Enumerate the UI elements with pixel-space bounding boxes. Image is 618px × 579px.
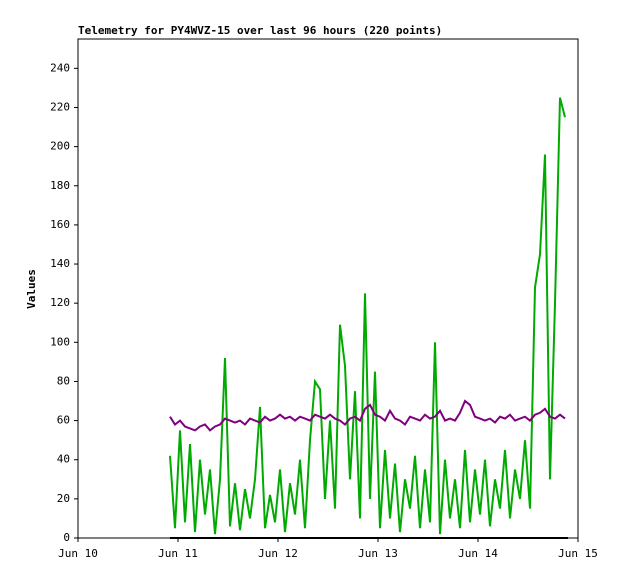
y-tick-label: 60: [57, 414, 70, 427]
y-tick-label: 220: [50, 100, 70, 113]
y-tick-label: 40: [57, 453, 70, 466]
x-tick-label: Jun 13: [358, 547, 398, 560]
y-tick-label: 200: [50, 140, 70, 153]
y-tick-label: 100: [50, 335, 70, 348]
y-tick-label: 20: [57, 492, 70, 505]
x-tick-label: Jun 14: [458, 547, 498, 560]
x-tick-label: Jun 10: [58, 547, 98, 560]
y-tick-label: 140: [50, 257, 70, 270]
y-tick-label: 240: [50, 61, 70, 74]
x-tick-label: Jun 11: [158, 547, 198, 560]
y-tick-label: 180: [50, 179, 70, 192]
data-line: [169, 399, 566, 432]
y-tick-label: 120: [50, 296, 70, 309]
x-tick-label: Jun 15: [558, 547, 598, 560]
y-tick-label: 160: [50, 218, 70, 231]
y-axis-label: Values: [25, 269, 38, 309]
x-tick-label: Jun 12: [258, 547, 298, 560]
y-tick-label: 0: [63, 531, 70, 544]
chart-title: Telemetry for PY4WVZ-15 over last 96 hou…: [78, 24, 442, 37]
y-tick-label: 80: [57, 374, 70, 387]
data-line: [169, 97, 566, 535]
